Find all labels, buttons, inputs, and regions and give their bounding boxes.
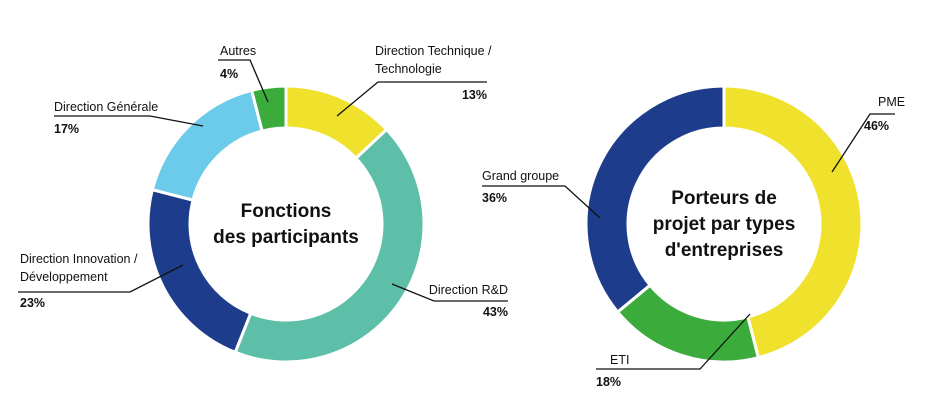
donut-chart-types-entreprises: PME 46% ETI 18% Grand groupe 36% Porteurs de pr… [482,84,905,389]
slice-value-label-pme: 46% [864,119,889,133]
slice-label-direction-generale: Direction Générale [54,100,158,114]
slice-label-direction-innovation-developpement: Direction Innovation / Développement [20,252,138,284]
leader-line-direction-r-d [391,283,508,302]
slice-value-label-direction-generale: 17% [54,122,79,136]
slice-label-direction-technique-technologie: Direction Technique / Technologie [375,44,492,76]
slice-value-label-grand-groupe: 36% [482,191,507,205]
chart-title: Fonctions des participants [213,201,359,248]
slice-value-label-direction-innovation-developpement: 23% [20,296,45,310]
slice-value-label-direction-technique-technologie: 13% [462,88,487,102]
slice-label-grand-groupe: Grand groupe [482,169,559,183]
chart-title: Porteurs de projet par types d'entreprises [653,188,796,261]
slice-direction-generale [150,88,264,202]
leader-line-direction-generale [54,115,204,127]
slice-label-eti: ETI [610,353,629,367]
leader-line-direction-innovation-developpement [18,264,184,293]
slice-pme [722,84,864,360]
slice-value-label-autres: 4% [220,67,238,81]
leader-line-grand-groupe [482,185,601,219]
slice-label-direction-r-d: Direction R&D [429,283,508,297]
slice-value-label-eti: 18% [596,375,621,389]
slice-autres [249,84,288,133]
slice-label-pme: PME [878,95,905,109]
leader-line-eti [596,313,751,370]
slice-label-autres: Autres [220,44,256,58]
leader-line-direction-technique-technologie [336,81,487,117]
slice-eti [615,283,761,364]
slice-direction-innovation-developpement [146,187,253,355]
leader-line-pme [831,113,895,173]
leader-line-autres [218,59,269,103]
slice-grand-groupe [584,84,726,315]
donut-chart-fonctions-participants: Direction Technique / Technologie 13% Direc… [18,44,508,364]
slice-direction-r-d [233,127,426,364]
slice-value-label-direction-r-d: 43% [483,305,508,319]
